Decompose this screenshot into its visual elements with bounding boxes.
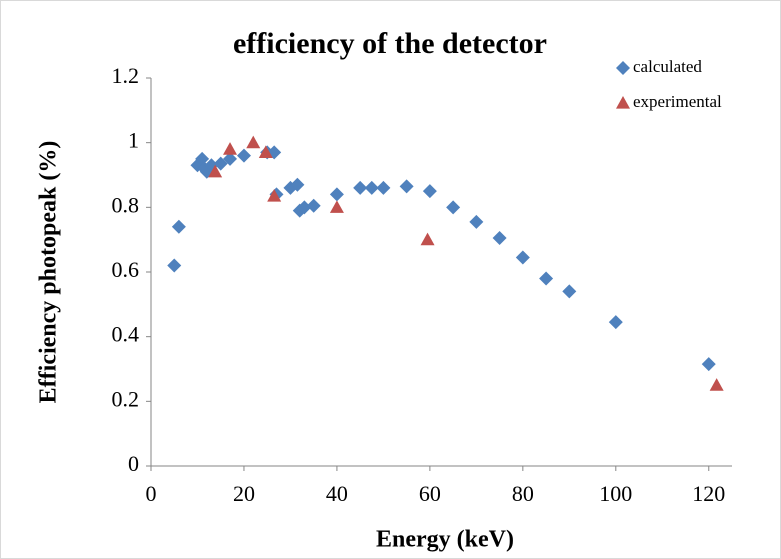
legend-marker <box>616 96 630 109</box>
data-point <box>167 258 182 273</box>
data-point <box>236 148 251 163</box>
data-point <box>353 180 368 195</box>
data-point <box>701 357 716 372</box>
y-axis-label: Efficiency photopeak (%) <box>36 141 62 404</box>
data-point <box>223 142 238 155</box>
y-tick-label: 0.6 <box>112 257 140 282</box>
x-tick-label: 40 <box>326 481 348 506</box>
x-tick-label: 20 <box>233 481 255 506</box>
chart-title: efficiency of the detector <box>233 27 547 60</box>
x-tick-label: 120 <box>692 481 725 506</box>
data-point <box>329 187 344 202</box>
legend-label: calculated <box>633 57 702 76</box>
data-point <box>195 151 210 166</box>
data-point <box>208 164 223 178</box>
x-axis-label: Energy (keV) <box>376 527 514 553</box>
data-point <box>422 184 437 199</box>
data-point <box>492 231 507 246</box>
y-tick-label: 0.4 <box>112 322 140 347</box>
data-point <box>290 177 305 192</box>
data-point <box>469 214 484 229</box>
data-point <box>364 180 379 195</box>
x-tick-label: 60 <box>419 481 441 506</box>
data-point <box>267 189 282 202</box>
data-point <box>171 219 186 234</box>
data-point <box>608 315 623 330</box>
data-point <box>306 198 321 213</box>
x-tick-label: 100 <box>599 481 632 506</box>
data-point <box>213 156 228 171</box>
data-point <box>539 271 554 286</box>
legend-label: experimental <box>633 92 722 111</box>
data-point <box>376 180 391 195</box>
y-tick-label: 0.2 <box>112 386 140 411</box>
data-point <box>223 151 238 166</box>
data-point <box>515 250 530 265</box>
data-point <box>709 378 724 391</box>
data-point <box>258 145 273 158</box>
data-point <box>246 135 261 149</box>
y-tick-label: 1.2 <box>112 63 140 88</box>
y-tick-label: 0.8 <box>112 192 140 217</box>
y-tick-label: 1 <box>128 128 139 153</box>
data-point <box>329 200 344 213</box>
y-tick-label: 0 <box>128 451 139 476</box>
x-tick-label: 0 <box>146 481 157 506</box>
x-tick-label: 80 <box>512 481 534 506</box>
legend-marker <box>616 61 630 75</box>
data-point <box>297 200 312 215</box>
data-point <box>446 200 461 215</box>
data-point <box>399 179 414 194</box>
data-point <box>562 284 577 299</box>
data-point <box>420 232 435 246</box>
